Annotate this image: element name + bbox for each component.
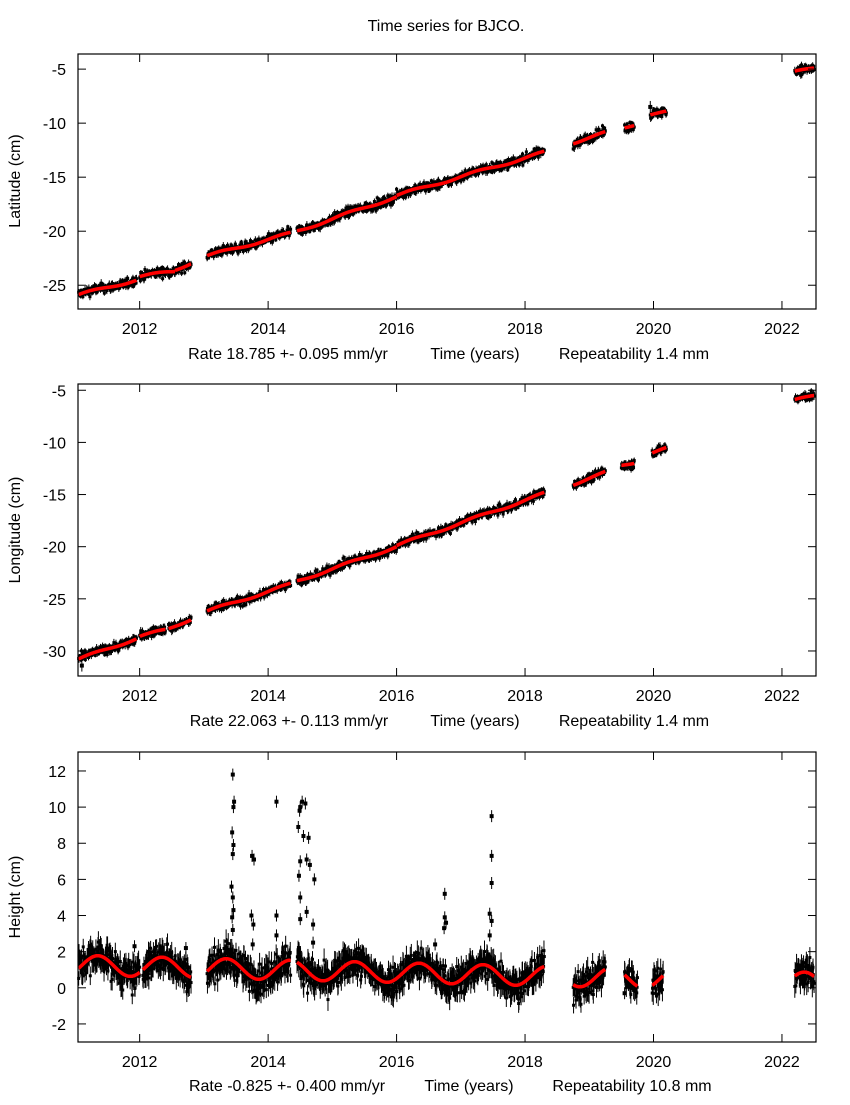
latitude-axis-label: Latitude (cm) [7, 134, 24, 227]
y-tick-label: -15 [43, 170, 66, 187]
longitude-x-axis-label: Time (years) [430, 713, 519, 730]
latitude-repeatability-label: Repeatability 1.4 mm [559, 346, 709, 363]
latitude-y-ticks: -25 -20 -15 -10 -5 [43, 62, 816, 295]
x-tick-label: 2022 [764, 1054, 800, 1071]
y-tick-label: 8 [57, 836, 66, 853]
x-tick-label: 2022 [764, 688, 800, 705]
y-tick-label: -10 [43, 435, 66, 452]
latitude-plot-area: 2012 2014 2016 2018 2020 2022 -25 -20 -15 -10 -5 [43, 54, 816, 338]
y-tick-label: -15 [43, 488, 66, 505]
x-tick-label: 2018 [507, 321, 543, 338]
height-axis-label: Height (cm) [7, 856, 24, 939]
latitude-panel: Latitude (cm) 2012 2014 2016 2018 2020 2022 -2… [7, 54, 816, 363]
longitude-panel: Longitude (cm) 2012 2014 2016 2018 2020 2022 -… [7, 383, 816, 730]
height-y-ticks: -2 0 2 4 6 8 10 12 [48, 764, 816, 1034]
x-tick-label: 2016 [379, 688, 415, 705]
x-tick-label: 2014 [250, 1054, 286, 1071]
y-tick-label: -5 [52, 62, 66, 79]
y-tick-label: 2 [57, 945, 66, 962]
height-repeatability-label: Repeatability 10.8 mm [552, 1078, 711, 1095]
longitude-axis-label: Longitude (cm) [7, 477, 24, 584]
x-tick-label: 2020 [636, 1054, 672, 1071]
y-tick-label: 4 [57, 909, 66, 926]
latitude-x-axis-label: Time (years) [430, 346, 519, 363]
longitude-repeatability-label: Repeatability 1.4 mm [559, 713, 709, 730]
y-tick-label: -5 [52, 383, 66, 400]
x-tick-label: 2016 [379, 321, 415, 338]
y-tick-label: -20 [43, 224, 66, 241]
longitude-rate-label: Rate 22.063 +- 0.113 mm/yr [190, 713, 389, 730]
x-tick-label: 2016 [379, 1054, 415, 1071]
x-tick-label: 2014 [250, 688, 286, 705]
y-tick-label: -20 [43, 540, 66, 557]
x-tick-label: 2018 [507, 1054, 543, 1071]
x-tick-label: 2012 [122, 321, 158, 338]
height-x-axis-label: Time (years) [424, 1078, 513, 1095]
y-tick-label: 6 [57, 872, 66, 889]
x-tick-label: 2022 [764, 321, 800, 338]
longitude-x-ticks: 2012 2014 2016 2018 2020 2022 [122, 384, 800, 705]
latitude-rate-label: Rate 18.785 +- 0.095 mm/yr [188, 346, 388, 363]
x-tick-label: 2018 [507, 688, 543, 705]
x-tick-label: 2020 [636, 688, 672, 705]
y-tick-label: -10 [43, 116, 66, 133]
y-tick-label: 0 [57, 981, 66, 998]
height-rate-label: Rate -0.825 +- 0.400 mm/yr [189, 1078, 386, 1095]
x-tick-label: 2012 [122, 688, 158, 705]
height-x-ticks: 2012 2014 2016 2018 2020 2022 [122, 752, 800, 1071]
y-tick-label: 10 [48, 800, 66, 817]
x-tick-label: 2012 [122, 1054, 158, 1071]
y-tick-label: -2 [52, 1017, 66, 1034]
y-tick-label: -25 [43, 278, 66, 295]
longitude-y-ticks: -30 -25 -20 -15 -10 -5 [43, 383, 816, 661]
y-tick-label: -25 [43, 592, 66, 609]
latitude-x-ticks: 2012 2014 2016 2018 2020 2022 [122, 54, 800, 338]
x-tick-label: 2014 [250, 321, 286, 338]
y-tick-label: -30 [43, 644, 66, 661]
figure-title: Time series for BJCO. [368, 18, 525, 35]
x-tick-label: 2020 [636, 321, 672, 338]
y-tick-label: 12 [48, 764, 66, 781]
height-plot-area: 2012 2014 2016 2018 2020 2022 -2 0 2 4 6 8 10 12 [48, 752, 816, 1071]
height-data-points [77, 929, 815, 1013]
